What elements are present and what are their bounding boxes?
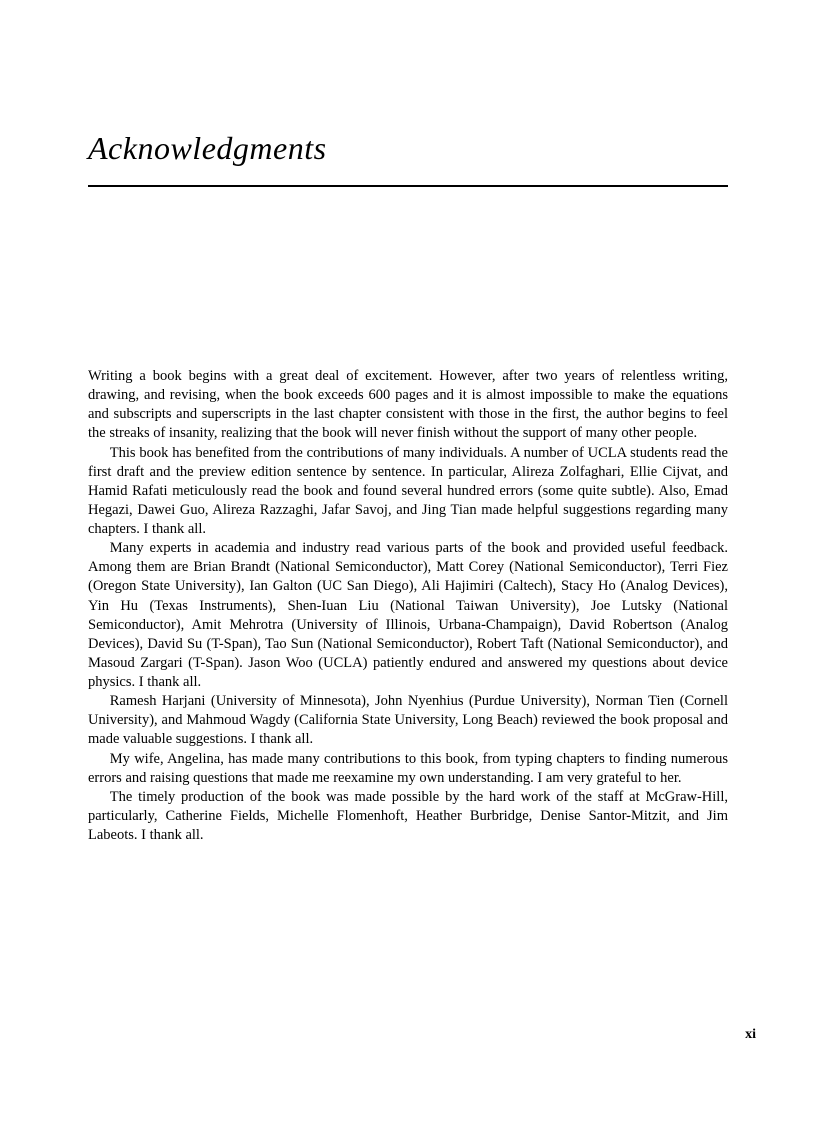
page-container: Acknowledgments Writing a book begins wi… bbox=[0, 0, 816, 905]
paragraph: This book has benefited from the contrib… bbox=[88, 444, 728, 540]
section-title: Acknowledgments bbox=[88, 130, 728, 167]
body-text: Writing a book begins with a great deal … bbox=[88, 367, 728, 845]
horizontal-rule bbox=[88, 185, 728, 187]
paragraph: My wife, Angelina, has made many contrib… bbox=[88, 750, 728, 788]
page-number: xi bbox=[745, 1027, 756, 1043]
paragraph: Writing a book begins with a great deal … bbox=[88, 367, 728, 444]
paragraph: Many experts in academia and industry re… bbox=[88, 539, 728, 692]
paragraph: The timely production of the book was ma… bbox=[88, 788, 728, 845]
paragraph: Ramesh Harjani (University of Minnesota)… bbox=[88, 692, 728, 749]
